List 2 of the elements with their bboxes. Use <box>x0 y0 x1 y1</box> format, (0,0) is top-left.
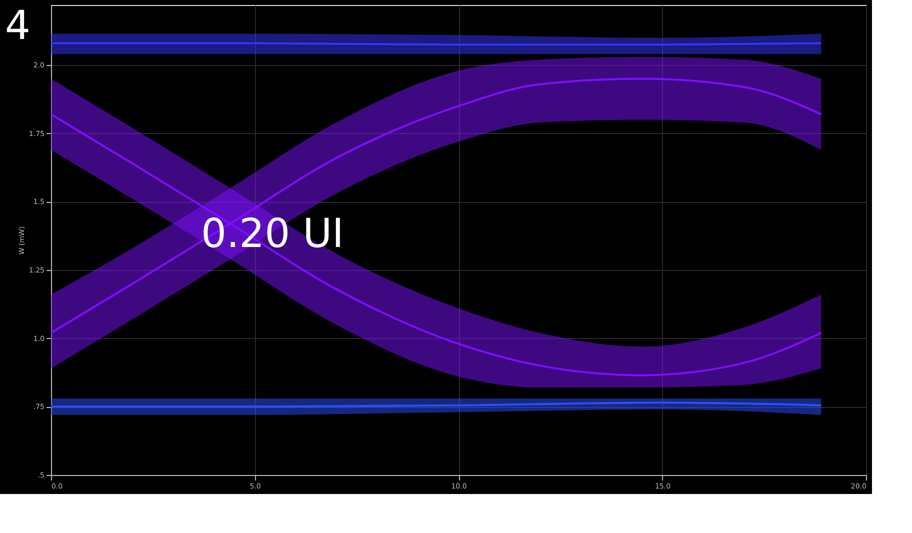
text: 4 <box>5 3 30 49</box>
annotation: 0.20 UI <box>201 211 344 257</box>
